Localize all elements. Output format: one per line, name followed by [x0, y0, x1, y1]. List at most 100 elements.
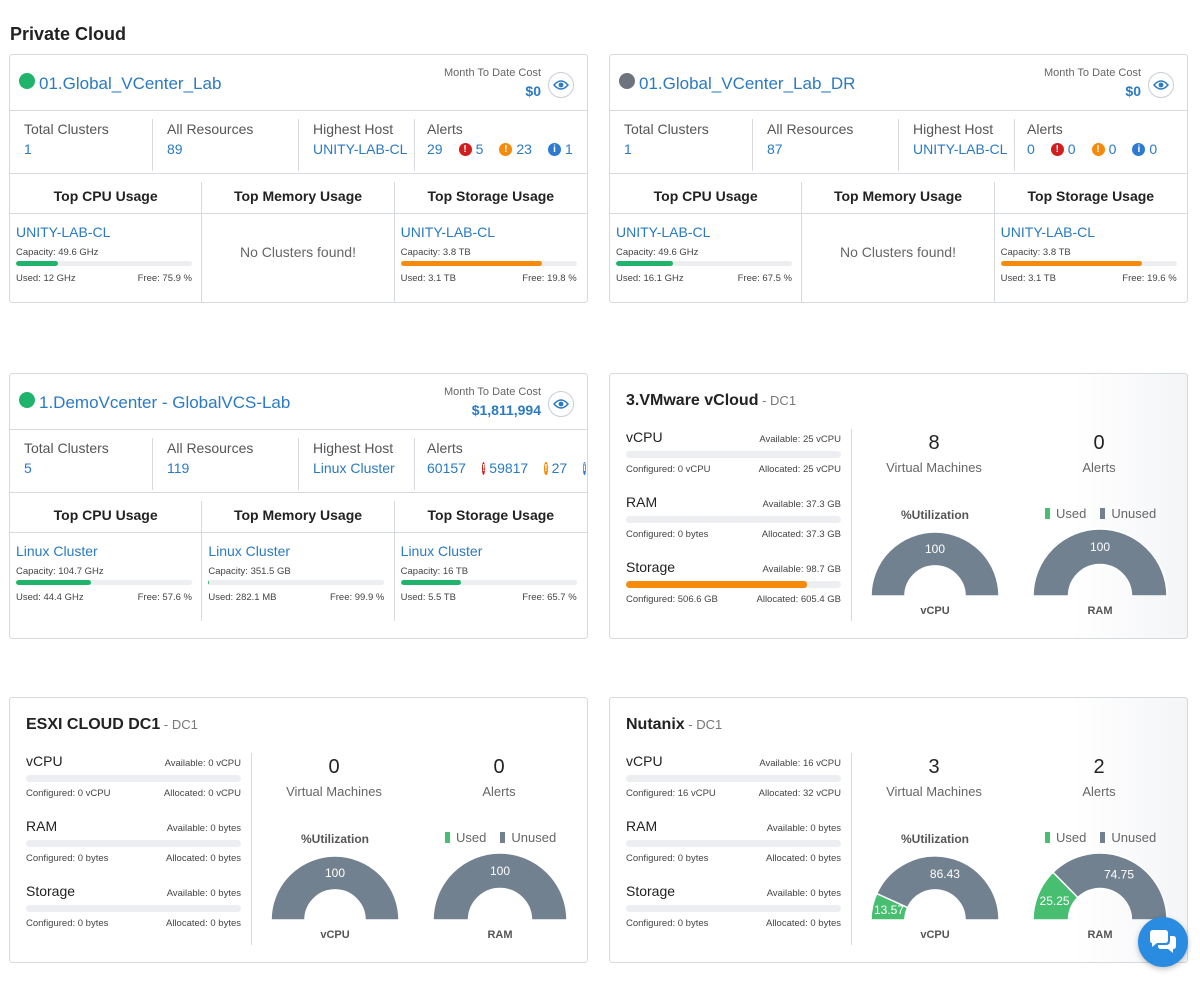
total-clusters-value[interactable]: 1 [624, 141, 632, 157]
usage-heading: Top Storage Usage [994, 182, 1187, 214]
usage-bar-fill [400, 580, 462, 585]
info-alert-icon: i [1132, 142, 1146, 156]
resource-header: vCPU Available: 0 vCPU [26, 753, 241, 769]
mtd-cost-label: Month To Date Cost [443, 67, 541, 79]
ram-gauge: 100 [1031, 526, 1169, 596]
ram-unused-label: 100 [490, 864, 510, 878]
usage-heading: Top CPU Usage [10, 182, 202, 214]
alerts-warning-count[interactable]: 0 [1108, 141, 1117, 157]
alerts-critical-count[interactable]: 5 [475, 141, 484, 157]
ram-gauge-svg: 25.25 74.75 [1032, 852, 1168, 920]
usage-body: Linux Cluster Capacity: 104.7 GHz Used: 44… [10, 533, 201, 603]
highest-host-value[interactable]: UNITY-LAB-CL [313, 141, 408, 157]
alerts-total[interactable]: 0 [1027, 141, 1035, 157]
view-button[interactable] [548, 391, 574, 417]
vcenter-name-link[interactable]: 01.Global_VCenter_Lab [39, 74, 222, 93]
usage-row: Top CPU Usage Linux Cluster Capacity: 104.… [10, 493, 587, 621]
vcpu-gauge-svg: 100 [870, 531, 1000, 596]
ram-used-label: 25.25 [1040, 894, 1070, 908]
alerts-critical-count[interactable]: 59817 [489, 460, 529, 476]
resource-footer: Configured: 0 bytes Allocated: 0 bytes [626, 918, 841, 929]
critical-alert-icon: ! [1050, 142, 1064, 156]
alerts-label: Alerts [1082, 460, 1116, 475]
storage-label: Storage [626, 559, 676, 575]
vm-label: Virtual Machines [886, 460, 982, 475]
storage-resource: Storage Available: 0 bytes Configured: 0 b… [626, 883, 841, 948]
gauge-legend: Used Unused [445, 830, 556, 845]
total-clusters-value[interactable]: 1 [24, 141, 32, 157]
view-button[interactable] [1148, 72, 1174, 98]
alerts-info-count[interactable]: 1 [564, 141, 573, 157]
alerts-stat: Alerts 60157! 59817! 27 i [415, 438, 587, 490]
ram-label: RAM [626, 494, 658, 510]
ram-gauge-label: RAM [487, 929, 513, 941]
all-resources-value[interactable]: 87 [767, 141, 783, 157]
cluster-name-link[interactable]: UNITY-LAB-CL [16, 224, 111, 240]
cluster-name-link[interactable]: Linux Cluster [208, 543, 291, 559]
utilization-label: %Utilization [901, 832, 969, 846]
free-text: Free: 99.9 % [329, 592, 385, 603]
alerts-warning-count[interactable]: 23 [516, 141, 532, 157]
vcpu-gauge: 100 [269, 850, 401, 920]
usage-heading: Top CPU Usage [610, 182, 802, 214]
cluster-name-link[interactable]: Linux Cluster [16, 543, 98, 559]
alerts-metric[interactable]: 0 Alerts [434, 756, 564, 799]
alerts-metric[interactable]: 0 Alerts [1034, 432, 1164, 475]
view-button[interactable] [548, 72, 574, 98]
alerts-metric[interactable]: 2 Alerts [1034, 756, 1164, 799]
usage-bar-fill [1000, 261, 1143, 266]
all-resources-label: All Resources [167, 440, 254, 456]
vm-metric[interactable]: 8 Virtual Machines [869, 432, 999, 475]
free-text: Free: 75.9 % [137, 273, 192, 284]
total-clusters-value[interactable]: 5 [24, 460, 32, 476]
used-text: Used: 282.1 MB [208, 592, 277, 603]
usage-bar-fill [616, 261, 674, 266]
cluster-name-link[interactable]: UNITY-LAB-CL [400, 224, 496, 240]
alerts-total[interactable]: 29 [427, 141, 443, 157]
legend-used-label: Used [456, 830, 487, 845]
storage-available: Available: 0 bytes [166, 888, 241, 899]
alerts-info-count[interactable]: 0 [1149, 141, 1158, 157]
alerts-warning-count[interactable]: 27 [551, 460, 568, 476]
legend-unused-swatch [500, 832, 506, 843]
legend-unused-label: Unused [1111, 506, 1157, 521]
cloud-card: Nutanix - DC1 vCPU Available: 16 vCPU Confi… [609, 697, 1188, 963]
resource-footer: Configured: 0 bytes Allocated: 0 bytes [626, 853, 841, 864]
vcpu-gauge-svg: 13.57 86.43 [870, 855, 1000, 920]
cluster-name-link[interactable]: UNITY-LAB-CL [616, 224, 711, 240]
vm-metric[interactable]: 0 Virtual Machines [269, 756, 399, 799]
warning-alert-icon: ! [499, 142, 513, 156]
vm-count: 3 [928, 756, 940, 778]
vm-metric[interactable]: 3 Virtual Machines [869, 756, 999, 799]
alerts-critical-count[interactable]: 0 [1067, 141, 1076, 157]
storage-allocated: Allocated: 0 bytes [766, 918, 841, 929]
cloud-card: 3.VMware vCloud - DC1 vCPU Available: 25 v… [609, 373, 1188, 639]
highest-host-label: Highest Host [913, 121, 994, 137]
cloud-sep: - [160, 717, 172, 732]
vcenter-name-link[interactable]: 01.Global_VCenter_Lab_DR [639, 74, 856, 93]
all-resources-value[interactable]: 119 [167, 460, 190, 476]
highest-host-value[interactable]: Linux Cluster [313, 460, 395, 476]
storage-available: Available: 98.7 GB [762, 564, 841, 575]
ram-label: RAM [626, 818, 658, 834]
usage-body: No Clusters found! [802, 214, 993, 260]
cluster-name-link[interactable]: Linux Cluster [400, 543, 483, 559]
vcpu-used-label: 13.57 [874, 903, 904, 917]
storage-bar [626, 905, 841, 912]
chat-bubbles-icon [1150, 930, 1176, 953]
all-resources-value[interactable]: 89 [167, 141, 183, 157]
alerts-total[interactable]: 60157 [427, 460, 466, 476]
card-header: 01.Global_VCenter_Lab_DR Month To Date Co… [610, 55, 1187, 111]
total-clusters-label: Total Clusters [624, 121, 709, 137]
chat-button[interactable] [1138, 917, 1188, 967]
vcenter-name-link[interactable]: 1.DemoVcenter - GlobalVCS-Lab [39, 393, 291, 412]
top-cpu-usage: Top CPU Usage UNITY-LAB-CL Capacity: 49.6 … [10, 182, 203, 302]
cluster-name-link[interactable]: UNITY-LAB-CL [1000, 224, 1096, 240]
alerts-label: Alerts [427, 121, 463, 137]
usage-heading: Top CPU Usage [10, 501, 202, 533]
highest-host-value[interactable]: UNITY-LAB-CL [913, 141, 1008, 157]
alerts-label: Alerts [1082, 784, 1116, 799]
highest-host-stat: Highest Host Linux Cluster [299, 438, 415, 490]
capacity-text: Capacity: 3.8 TB [1000, 247, 1071, 258]
usage-heading: Top Memory Usage [202, 501, 394, 533]
